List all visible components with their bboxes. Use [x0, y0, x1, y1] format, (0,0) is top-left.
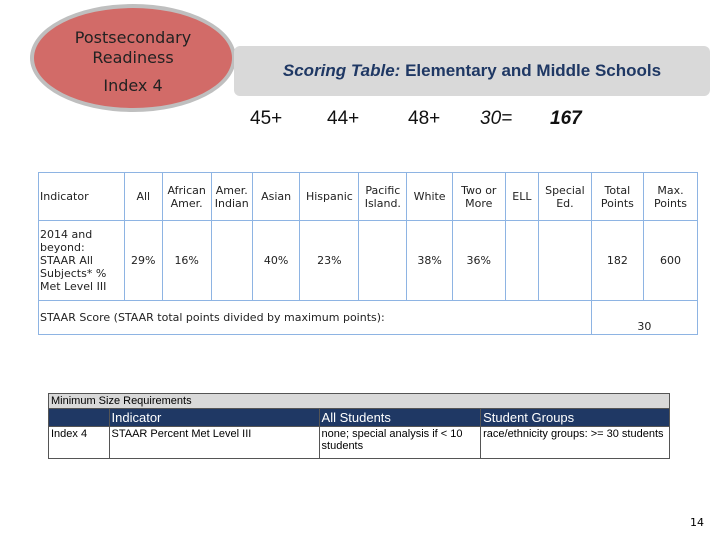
- column-header: Pacific Island.: [358, 172, 408, 221]
- title-lead: Scoring Table:: [282, 61, 401, 80]
- min-size-table: Minimum Size Requirements Indicator All S…: [48, 393, 670, 459]
- column-header: White: [406, 172, 453, 221]
- cell: [358, 220, 408, 301]
- min-title: Minimum Size Requirements: [48, 393, 670, 409]
- callout: 44+: [327, 108, 360, 129]
- score-label: STAAR Score (STAAR total points divided …: [38, 300, 592, 335]
- score-row: STAAR Score (STAAR total points divided …: [38, 300, 699, 335]
- column-header: ELL: [504, 172, 540, 221]
- min-column-header: Student Groups: [480, 408, 670, 427]
- column-header: Asian: [251, 172, 301, 221]
- page-number: 14: [690, 516, 704, 529]
- min-column-header: [48, 408, 110, 427]
- data-row: 2014 and beyond: STAAR All Subjects* % M…: [38, 220, 698, 301]
- header-row: Indicator All African Amer. Amer. Indian Asi…: [38, 172, 698, 221]
- min-column-header: Indicator: [108, 408, 320, 427]
- badge: Postsecondary Readiness Index 4: [30, 4, 236, 112]
- cell: 16%: [161, 220, 212, 301]
- cell: [210, 220, 253, 301]
- min-cell: Index 4: [48, 426, 110, 459]
- callout: 30=: [480, 108, 513, 129]
- scoring-table: Indicator All African Amer. Amer. Indian Asi…: [38, 172, 699, 335]
- cell: [504, 220, 540, 301]
- title-rest: Elementary and Middle Schools: [405, 61, 662, 80]
- badge-line: Postsecondary: [74, 28, 192, 47]
- column-header: Special Ed.: [538, 172, 592, 221]
- min-header-row: Indicator All Students Student Groups: [48, 408, 670, 427]
- column-header: Max. Points: [643, 172, 698, 221]
- column-header: Hispanic: [299, 172, 360, 221]
- column-header: Two or More: [451, 172, 506, 221]
- cell: [538, 220, 592, 301]
- min-cell: race/ethnicity groups: >= 30 students: [480, 426, 670, 459]
- cell: 182: [590, 220, 645, 301]
- min-cell: none; special analysis if < 10 students: [318, 426, 482, 459]
- cell: 23%: [299, 220, 360, 301]
- score: 30: [590, 300, 699, 335]
- column-header: Amer. Indian: [210, 172, 253, 221]
- min-data-row: Index 4 STAAR Percent Met Level III none; …: [48, 426, 670, 459]
- cell: 600: [643, 220, 698, 301]
- title-bar: Scoring Table: Elementary and Middle Sch…: [234, 46, 710, 96]
- callout: 167: [550, 108, 582, 129]
- cell: 29%: [123, 220, 163, 301]
- column-header: Indicator: [38, 172, 125, 221]
- min-cell: STAAR Percent Met Level III: [108, 426, 320, 459]
- cell: 40%: [251, 220, 301, 301]
- column-header: Total Points: [590, 172, 645, 221]
- badge-line: Readiness: [92, 48, 174, 67]
- cell: 2014 and beyond: STAAR All Subjects* % M…: [38, 220, 125, 301]
- badge-line: Index 4: [103, 76, 163, 95]
- column-header: All: [123, 172, 163, 221]
- column-header: African Amer.: [161, 172, 212, 221]
- min-column-header: All Students: [318, 408, 482, 427]
- cell: 36%: [451, 220, 506, 301]
- callout: 48+: [408, 108, 441, 129]
- callout: 45+: [250, 108, 283, 129]
- cell: 38%: [406, 220, 453, 301]
